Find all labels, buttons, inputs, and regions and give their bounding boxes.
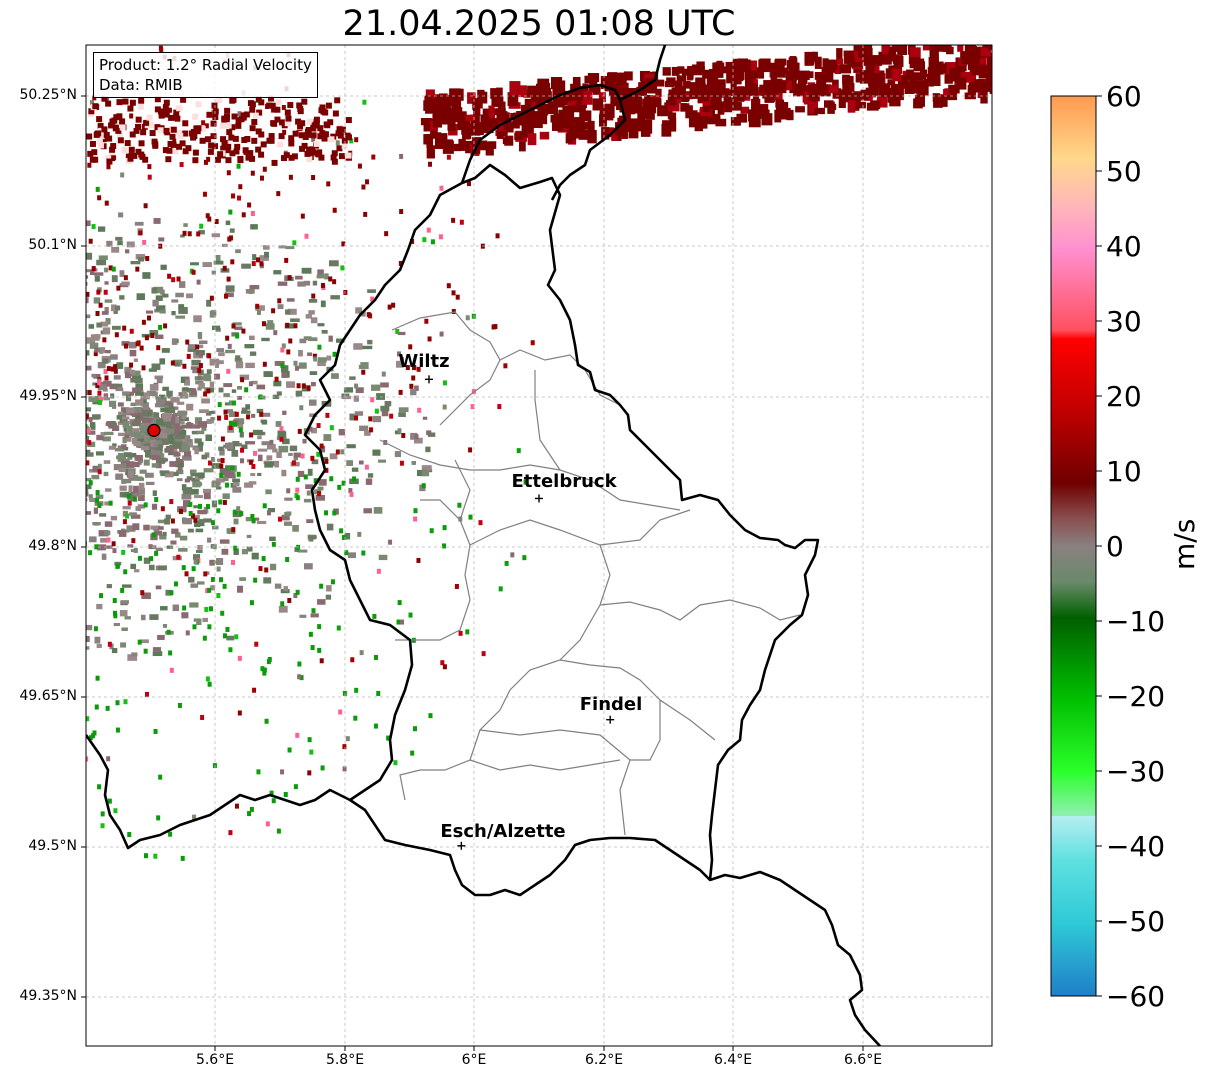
lat-tick-label: 49.5°N <box>28 838 77 854</box>
lat-tick-label: 50.25°N <box>19 87 77 103</box>
city-markers <box>424 375 615 850</box>
colorbar-tick-label: 50 <box>1106 155 1142 188</box>
colorbar-tick-label: 20 <box>1106 380 1142 413</box>
colorbar-unit-label: m/s <box>1168 518 1201 570</box>
city-marker <box>424 375 433 384</box>
lon-tick-label: 5.8°E <box>325 1052 365 1068</box>
map-title: 21.04.2025 01:08 UTC <box>342 4 736 44</box>
lon-tick-label: 6°E <box>461 1052 487 1068</box>
colorbar-tick-label: −50 <box>1106 905 1166 938</box>
colorbar-tick-label: 0 <box>1106 530 1124 563</box>
lat-tick-label: 49.8°N <box>28 538 77 554</box>
radar-site-marker <box>147 423 161 437</box>
product-label: Product: 1.2° Radial Velocity <box>99 56 312 74</box>
colorbar-tick-label: 60 <box>1106 80 1142 113</box>
lat-tick-label: 50.1°N <box>28 237 77 253</box>
city-marker <box>606 715 615 724</box>
city-marker <box>535 494 543 503</box>
city-label-esch-alzette: Esch/Alzette <box>440 821 566 842</box>
lon-tick-label: 6.6°E <box>843 1052 883 1068</box>
city-label-ettelbruck: Ettelbruck <box>511 471 617 492</box>
lat-tick-label: 49.35°N <box>19 988 77 1004</box>
lon-tick-label: 6.4°E <box>713 1052 753 1068</box>
colorbar-tick-label: −10 <box>1106 605 1166 638</box>
lat-tick-label: 49.65°N <box>19 688 77 704</box>
map-gridlines <box>86 45 992 1046</box>
colorbar-tick-label: −20 <box>1106 680 1166 713</box>
lat-tick-label: 49.95°N <box>19 388 77 404</box>
data-source-label: Data: RMIB <box>99 76 183 94</box>
colorbar-tick-label: −30 <box>1106 755 1166 788</box>
colorbar-tick-label: −40 <box>1106 830 1166 863</box>
lon-tick-label: 6.2°E <box>584 1052 624 1068</box>
colorbar-tick-label: 10 <box>1106 455 1142 488</box>
canton-boundaries <box>379 311 801 836</box>
city-label-findel: Findel <box>579 694 643 715</box>
colorbar <box>1050 95 1097 997</box>
colorbar-tick-label: 40 <box>1106 230 1142 263</box>
city-marker <box>457 841 466 850</box>
lon-tick-label: 5.6°E <box>195 1052 235 1068</box>
colorbar-tick-label: 30 <box>1106 305 1142 338</box>
axis-ticks <box>81 95 864 1051</box>
product-info-box: Product: 1.2° Radial Velocity Data: RMIB <box>93 52 318 98</box>
national-borders <box>86 45 881 1046</box>
colorbar-ticks <box>1096 95 1102 997</box>
colorbar-tick-label: −60 <box>1106 980 1166 1013</box>
city-label-wiltz: Wiltz <box>398 351 450 372</box>
